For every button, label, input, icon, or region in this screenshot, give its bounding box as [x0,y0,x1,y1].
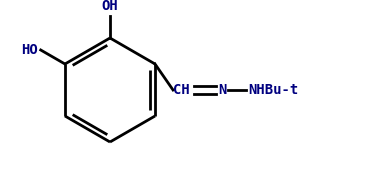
Text: HO: HO [21,43,38,57]
Text: CH: CH [173,83,190,97]
Text: OH: OH [102,0,118,13]
Text: N: N [218,83,226,97]
Text: NHBu-t: NHBu-t [248,83,298,97]
